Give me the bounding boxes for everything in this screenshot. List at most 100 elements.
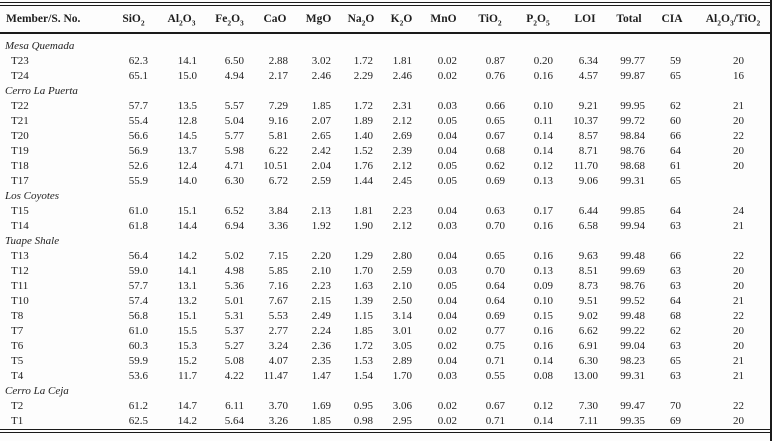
cell-tio2: 0.67 bbox=[485, 130, 505, 142]
cell-sio2: 55.4 bbox=[128, 115, 148, 127]
cell-al2o3-tio2: 20 bbox=[733, 340, 744, 352]
cell-total: 99.35 bbox=[620, 415, 645, 427]
table-row: T18 52.6 12.4 4.71 10.51 2.04 1.76 2.12 0.05 0.62… bbox=[0, 159, 770, 174]
cell-tio2: 0.62 bbox=[485, 160, 505, 172]
cell-loi: 9.21 bbox=[578, 100, 598, 112]
sample-id: T2 bbox=[11, 400, 24, 412]
cell-al2o3-tio2: 20 bbox=[733, 415, 744, 427]
cell-k2o: 3.05 bbox=[392, 340, 412, 352]
cell-na2o: 1.44 bbox=[353, 175, 373, 187]
cell-na2o: 1.90 bbox=[353, 220, 373, 232]
cell-total: 99.04 bbox=[620, 340, 645, 352]
cell-cia: 65 bbox=[670, 355, 681, 367]
cell-mno: 0.04 bbox=[437, 295, 457, 307]
cell-sio2: 60.3 bbox=[128, 340, 148, 352]
cell-al2o3: 15.0 bbox=[177, 70, 197, 82]
cell-mgo: 2.46 bbox=[311, 70, 331, 82]
cell-fe2o3: 5.04 bbox=[224, 115, 244, 127]
cell-sio2: 61.0 bbox=[128, 325, 148, 337]
cell-mno: 0.05 bbox=[437, 115, 457, 127]
cell-al2o3: 13.2 bbox=[177, 295, 197, 307]
cell-sio2: 56.9 bbox=[128, 145, 148, 157]
cell-total: 99.48 bbox=[620, 310, 645, 322]
cell-cia: 64 bbox=[670, 205, 681, 217]
cell-mgo: 2.10 bbox=[311, 265, 331, 277]
cell-loi: 7.11 bbox=[579, 415, 598, 427]
cell-al2o3-tio2: 22 bbox=[733, 130, 744, 142]
cell-cia: 66 bbox=[670, 130, 681, 142]
table-row: T8 56.8 15.1 5.31 5.53 2.49 1.15 3.14 0.04 0.69 0.… bbox=[0, 309, 770, 324]
cell-p2o5: 0.13 bbox=[533, 265, 553, 277]
group-row: Mesa Quemada bbox=[0, 33, 770, 54]
sample-id: T5 bbox=[11, 355, 24, 367]
cell-mno: 0.04 bbox=[437, 130, 457, 142]
cell-tio2: 0.68 bbox=[485, 145, 505, 157]
cell-cia: 65 bbox=[670, 175, 681, 187]
cell-tio2: 0.87 bbox=[485, 55, 505, 67]
cell-fe2o3: 5.37 bbox=[224, 325, 244, 337]
cell-cao: 2.88 bbox=[268, 55, 288, 67]
cell-k2o: 2.23 bbox=[392, 205, 412, 217]
cell-na2o: 1.85 bbox=[353, 325, 373, 337]
table-row: T15 61.0 15.1 6.52 3.84 2.13 1.81 2.23 0.04 0.63 0… bbox=[0, 204, 770, 219]
cell-sio2: 62.5 bbox=[128, 415, 148, 427]
cell-sio2: 55.9 bbox=[128, 175, 148, 187]
cell-cia: 64 bbox=[670, 145, 681, 157]
cell-loi: 7.30 bbox=[578, 400, 598, 412]
sample-id: T4 bbox=[11, 370, 24, 382]
cell-al2o3: 14.2 bbox=[177, 415, 197, 427]
cell-mno: 0.04 bbox=[437, 205, 457, 217]
sample-id: T12 bbox=[11, 265, 29, 277]
group-row: Cerro La Ceja bbox=[0, 384, 770, 399]
cell-mno: 0.02 bbox=[437, 325, 457, 337]
cell-k2o: 2.59 bbox=[392, 265, 412, 277]
cell-cao: 6.22 bbox=[268, 145, 288, 157]
cell-sio2: 65.1 bbox=[128, 70, 148, 82]
cell-k2o: 1.70 bbox=[392, 370, 412, 382]
sample-id: T23 bbox=[11, 55, 29, 67]
cell-mgo: 2.65 bbox=[311, 130, 331, 142]
cell-fe2o3: 6.30 bbox=[224, 175, 244, 187]
cell-na2o: 1.54 bbox=[353, 370, 373, 382]
sample-id: T21 bbox=[11, 115, 29, 127]
cell-mgo: 1.85 bbox=[311, 415, 331, 427]
cell-mgo: 2.42 bbox=[311, 145, 331, 157]
cell-cia: 63 bbox=[670, 265, 681, 277]
cell-k2o: 2.39 bbox=[392, 145, 412, 157]
cell-al2o3: 14.1 bbox=[177, 265, 197, 277]
sample-id: T19 bbox=[11, 145, 29, 157]
cell-k2o: 2.95 bbox=[392, 415, 412, 427]
cell-tio2: 0.67 bbox=[485, 400, 505, 412]
cell-cao: 2.17 bbox=[268, 70, 288, 82]
cell-k2o: 2.10 bbox=[392, 280, 412, 292]
cell-tio2: 0.55 bbox=[485, 370, 505, 382]
cell-mno: 0.05 bbox=[437, 280, 457, 292]
cell-cia: 68 bbox=[670, 310, 681, 322]
table-row: T19 56.9 13.7 5.98 6.22 2.42 1.52 2.39 0.04 0.68 0… bbox=[0, 144, 770, 159]
cell-p2o5: 0.14 bbox=[533, 130, 553, 142]
cell-al2o3-tio2: 20 bbox=[733, 265, 744, 277]
cell-na2o: 1.89 bbox=[353, 115, 373, 127]
cell-k2o: 2.12 bbox=[392, 115, 412, 127]
cell-al2o3: 13.1 bbox=[177, 280, 197, 292]
cell-cia: 62 bbox=[670, 100, 681, 112]
group-name: Mesa Quemada bbox=[5, 40, 75, 52]
table-row: T13 56.4 14.2 5.02 7.15 2.20 1.29 2.80 0.04 0.65 0… bbox=[0, 249, 770, 264]
cell-mno: 0.02 bbox=[437, 340, 457, 352]
cell-p2o5: 0.10 bbox=[533, 295, 553, 307]
cell-mgo: 1.85 bbox=[311, 100, 331, 112]
cell-al2o3-tio2 bbox=[694, 174, 770, 189]
cell-tio2: 0.70 bbox=[485, 220, 505, 232]
cell-p2o5: 0.11 bbox=[534, 115, 553, 127]
table-row: T6 60.3 15.3 5.27 3.24 2.36 1.72 3.05 0.02 0.75 0.… bbox=[0, 339, 770, 354]
cell-sio2: 62.3 bbox=[128, 55, 148, 67]
cell-total: 99.31 bbox=[620, 370, 645, 382]
cell-al2o3: 14.0 bbox=[177, 175, 197, 187]
cell-cia: 65 bbox=[670, 70, 681, 82]
cell-al2o3-tio2: 20 bbox=[733, 280, 744, 292]
sample-id: T7 bbox=[11, 325, 24, 337]
sample-id: T1 bbox=[11, 415, 24, 427]
cell-loi: 8.57 bbox=[578, 130, 598, 142]
cell-al2o3-tio2: 20 bbox=[733, 325, 744, 337]
